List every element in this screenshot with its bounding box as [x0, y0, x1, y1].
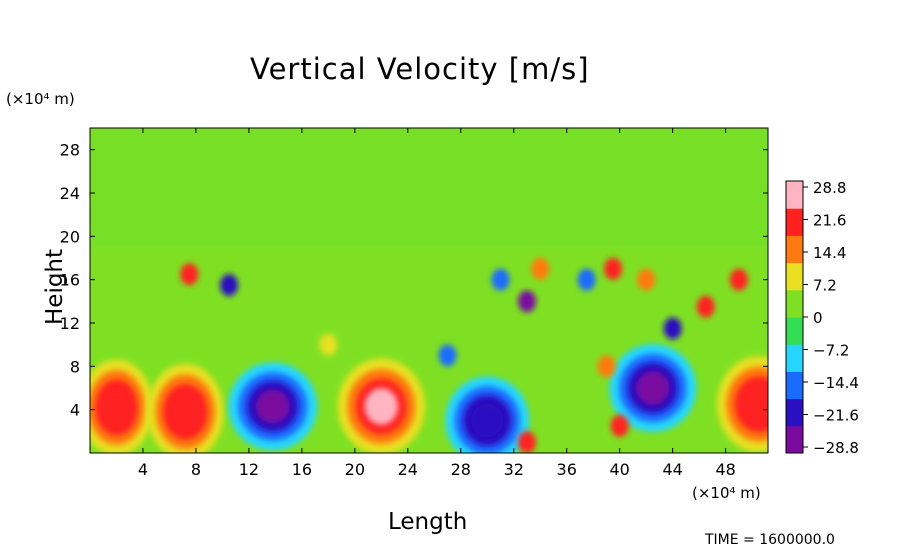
- small-cell: [220, 274, 239, 297]
- colorbar-segment: [786, 398, 803, 427]
- colorbar-segment: [786, 235, 803, 264]
- colorbar-segment: [786, 371, 803, 400]
- colorbar-label: 21.6: [813, 212, 846, 230]
- chart-title: Vertical Velocity [m/s]: [250, 52, 590, 86]
- colorbar-segment: [786, 181, 803, 209]
- colorbar-label: 7.2: [813, 277, 837, 295]
- x-tick-label: 4: [138, 460, 148, 479]
- cell-contour: [364, 388, 398, 425]
- small-cell: [517, 431, 536, 453]
- small-cell: [180, 263, 199, 286]
- x-tick-label: 36: [557, 460, 577, 479]
- y-tick-label: 12: [60, 314, 80, 333]
- colorbar-label: −7.2: [813, 342, 849, 360]
- y-tick-label: 28: [60, 141, 80, 160]
- plot-frame: [89, 127, 769, 454]
- x-tick-label: 16: [292, 460, 312, 479]
- colorbar-label: −14.4: [813, 374, 859, 392]
- colorbar-label: 14.4: [813, 244, 846, 262]
- colorbar-segment: [786, 262, 803, 291]
- cell-downdraft-6: [609, 344, 697, 432]
- small-cell: [597, 355, 616, 378]
- x-tick-label: 8: [191, 460, 201, 479]
- x-tick-label: 48: [715, 460, 735, 479]
- colorbar-segment: [786, 208, 803, 236]
- x-tick-label: 40: [610, 460, 630, 479]
- colorbar-label: 0: [813, 309, 823, 327]
- cell-contour: [255, 389, 290, 424]
- small-cell: [610, 414, 629, 437]
- small-cell: [663, 317, 682, 340]
- cell-downdraft-5: [445, 376, 530, 453]
- velocity-field: [90, 128, 768, 453]
- cell-updraft-0: [90, 359, 154, 453]
- cell-contour: [170, 393, 200, 431]
- x-tick-label: 32: [504, 460, 524, 479]
- cell-downdraft-4: [228, 362, 318, 451]
- colorbar-segment: [786, 317, 803, 345]
- x-axis-label: Length: [388, 509, 468, 535]
- colorbar-segment: [786, 344, 803, 372]
- small-cell: [438, 344, 457, 367]
- cell-contour: [636, 371, 670, 405]
- x-tick-label: 28: [451, 460, 471, 479]
- x-tick-label: 12: [239, 460, 259, 479]
- colorbar-label: −28.8: [813, 439, 859, 457]
- cell-updraft-1: [146, 363, 224, 453]
- colorbar: 28.8 21.6 14.4 7.2 0 −7.2 −14.4 −21.6 −28.8: [785, 179, 859, 457]
- small-cell: [604, 257, 623, 280]
- cell-contour: [742, 386, 768, 423]
- x-tick-label: 20: [345, 460, 365, 479]
- y-axis: 4 8 12 16 20 24 28: [60, 141, 768, 420]
- cell-updraft-2: [337, 358, 426, 453]
- cell-contour: [102, 389, 131, 426]
- field-upper-band: [90, 128, 768, 248]
- y-tick-label: 8: [70, 357, 80, 376]
- colorbar-segment: [786, 289, 803, 318]
- small-cell: [696, 295, 715, 318]
- x-tick-label: 24: [398, 460, 418, 479]
- small-cell: [491, 268, 510, 291]
- small-cell: [637, 268, 656, 291]
- x-axis: 4 8 12 16 20 24 28 32 36 40 44 48: [138, 128, 736, 479]
- small-cell: [517, 290, 536, 313]
- small-cell: [729, 268, 748, 291]
- x-axis-unit: (×10⁴ m): [692, 484, 761, 502]
- small-cell: [577, 268, 596, 291]
- y-tick-label: 20: [60, 227, 80, 246]
- small-cell: [319, 333, 338, 356]
- colorbar-label: −21.6: [813, 407, 859, 425]
- colorbar-segment: [786, 425, 803, 454]
- small-cell: [531, 257, 550, 280]
- y-tick-label: 24: [60, 184, 80, 203]
- cell-contour: [471, 403, 504, 438]
- y-tick-label: 4: [70, 401, 80, 420]
- y-axis-unit: (×10⁴ m): [6, 90, 75, 108]
- cell-updraft-3: [717, 356, 768, 453]
- colorbar-label: 28.8: [813, 179, 846, 197]
- y-tick-label: 16: [60, 271, 80, 290]
- x-tick-label: 44: [662, 460, 682, 479]
